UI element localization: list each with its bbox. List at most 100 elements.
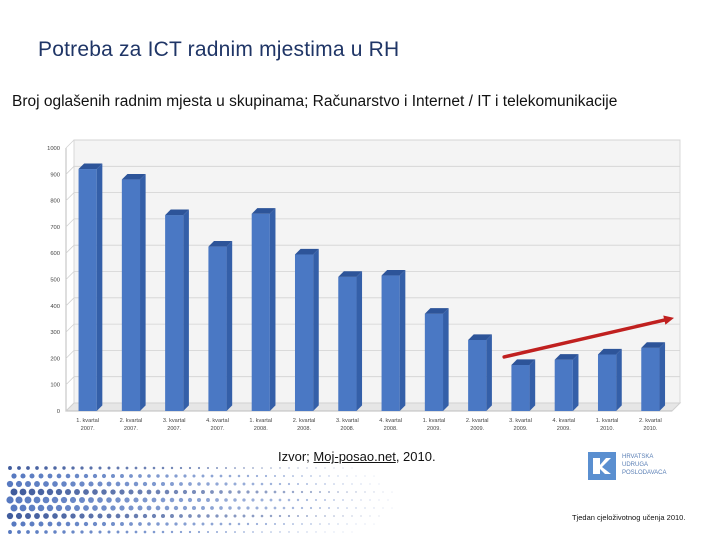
y-tick-label: 1000 — [47, 146, 60, 152]
x-tick-label: 1. kvartal — [249, 418, 272, 424]
x-tick-label: 1. kvartal — [423, 418, 446, 424]
x-tick-label: 2008. — [297, 426, 311, 432]
y-tick-label: 500 — [50, 278, 60, 284]
gridline — [65, 271, 680, 280]
bar-side — [443, 308, 449, 411]
y-tick-label: 200 — [50, 356, 60, 362]
decorative-dot-pattern — [6, 466, 393, 534]
bar-side — [572, 354, 579, 411]
x-tick-label: 2009. — [557, 426, 571, 432]
x-tick-label: 3. kvartal — [509, 418, 532, 424]
x-tick-label: 2010. — [600, 426, 614, 432]
x-tick-label: 2009. — [514, 426, 528, 432]
logo-line: UDRUGA — [622, 462, 649, 468]
logo-text: HRVATSKA UDRUGA POSLODAVACA — [622, 453, 666, 477]
bar-top — [381, 269, 406, 276]
bar-chart: 0 100 200 300 400 500 600 700 800 900 1000 1. kvart… — [47, 139, 682, 432]
y-tick-label: 900 — [50, 172, 60, 178]
source-note: Izvor; Moj-posao.net, 2010. — [278, 449, 436, 464]
gridline — [65, 323, 680, 333]
bar-top — [338, 271, 363, 277]
x-tick-label: 2008. — [384, 426, 398, 432]
gridline — [65, 297, 680, 307]
bar — [78, 169, 97, 411]
gridline — [65, 165, 680, 175]
bar-side — [183, 209, 189, 411]
x-tick-label: 2007. — [124, 426, 138, 432]
x-tick-label: 2007. — [167, 426, 181, 432]
logo-line: POSLODAVACA — [622, 470, 667, 476]
footer-text: Tjedan cjeloživotnog učenja 2010. — [572, 513, 686, 522]
x-tick-label: 4. kvartal — [206, 418, 229, 424]
bar-side — [399, 269, 406, 411]
bar-side — [616, 348, 622, 411]
logo-line: HRVATSKA — [622, 454, 654, 460]
x-tick-label: 2. kvartal — [466, 418, 489, 424]
x-tick-label: 2. kvartal — [120, 418, 143, 424]
x-tick-label: 2. kvartal — [639, 418, 662, 424]
y-tick-label: 400 — [50, 304, 60, 310]
bar-side — [269, 208, 276, 411]
bar — [511, 364, 530, 411]
bar-top — [641, 342, 666, 348]
bar — [338, 276, 357, 411]
bar-top — [165, 209, 189, 216]
y-tick-label: 600 — [50, 251, 60, 257]
bar — [208, 246, 227, 411]
slide-title: Potreba za ICT radnim mjestima u RH — [38, 38, 400, 61]
source-prefix: Izvor; — [278, 449, 310, 464]
bar-side — [356, 271, 363, 411]
bar-top — [251, 208, 276, 214]
chart-floor — [64, 402, 682, 412]
bar — [121, 179, 141, 411]
y-tick-label: 100 — [50, 383, 60, 389]
employers-association-logo-icon — [588, 452, 616, 480]
y-tick-label: 800 — [50, 199, 60, 205]
x-tick-label: 2008. — [340, 426, 354, 432]
x-tick-label: 2009. — [427, 426, 441, 432]
x-tick-label: 3. kvartal — [336, 418, 359, 424]
bar-side — [486, 334, 492, 411]
bar — [165, 215, 184, 411]
bar-side — [96, 163, 103, 411]
gridline — [65, 218, 680, 228]
x-tick-label: 2010. — [643, 426, 657, 432]
bar-top — [511, 359, 536, 365]
x-tick-label: 1. kvartal — [76, 418, 99, 424]
bar — [597, 354, 617, 411]
bar-top — [554, 354, 579, 360]
bar — [251, 213, 270, 411]
chart-subtitle: Broj oglašenih radnim mjesta u skupinama… — [12, 93, 618, 110]
bar-top — [597, 348, 622, 355]
x-tick-label: 3. kvartal — [163, 418, 186, 424]
source-name: Moj-posao.net — [313, 449, 396, 464]
bar-top — [424, 308, 449, 314]
y-tick-label: 700 — [50, 225, 60, 231]
bar-side — [313, 248, 319, 411]
x-tick-label: 2007. — [211, 426, 225, 432]
trend-arrow-head — [663, 315, 674, 325]
bar-side — [659, 342, 666, 411]
bar-top — [208, 241, 233, 247]
bar-side — [226, 241, 233, 411]
y-tick-label: 0 — [57, 409, 60, 415]
bar-top — [121, 173, 146, 180]
bar-side — [529, 359, 536, 411]
bar-side — [140, 173, 146, 411]
x-tick-label: 2. kvartal — [293, 418, 316, 424]
source-year: , 2010. — [395, 449, 436, 464]
gridline — [65, 244, 680, 254]
gridline — [65, 139, 680, 149]
bar-top — [78, 163, 103, 170]
x-tick-label: 1. kvartal — [596, 418, 619, 424]
gridline — [65, 192, 680, 201]
bar-top — [294, 248, 319, 255]
x-tick-label: 2009. — [470, 426, 484, 432]
x-tick-label: 2007. — [81, 426, 95, 432]
bar — [424, 313, 444, 411]
bar — [468, 339, 487, 411]
bar — [294, 254, 314, 411]
bar — [554, 359, 573, 411]
x-tick-label: 4. kvartal — [552, 418, 575, 424]
bar-top — [468, 334, 492, 340]
